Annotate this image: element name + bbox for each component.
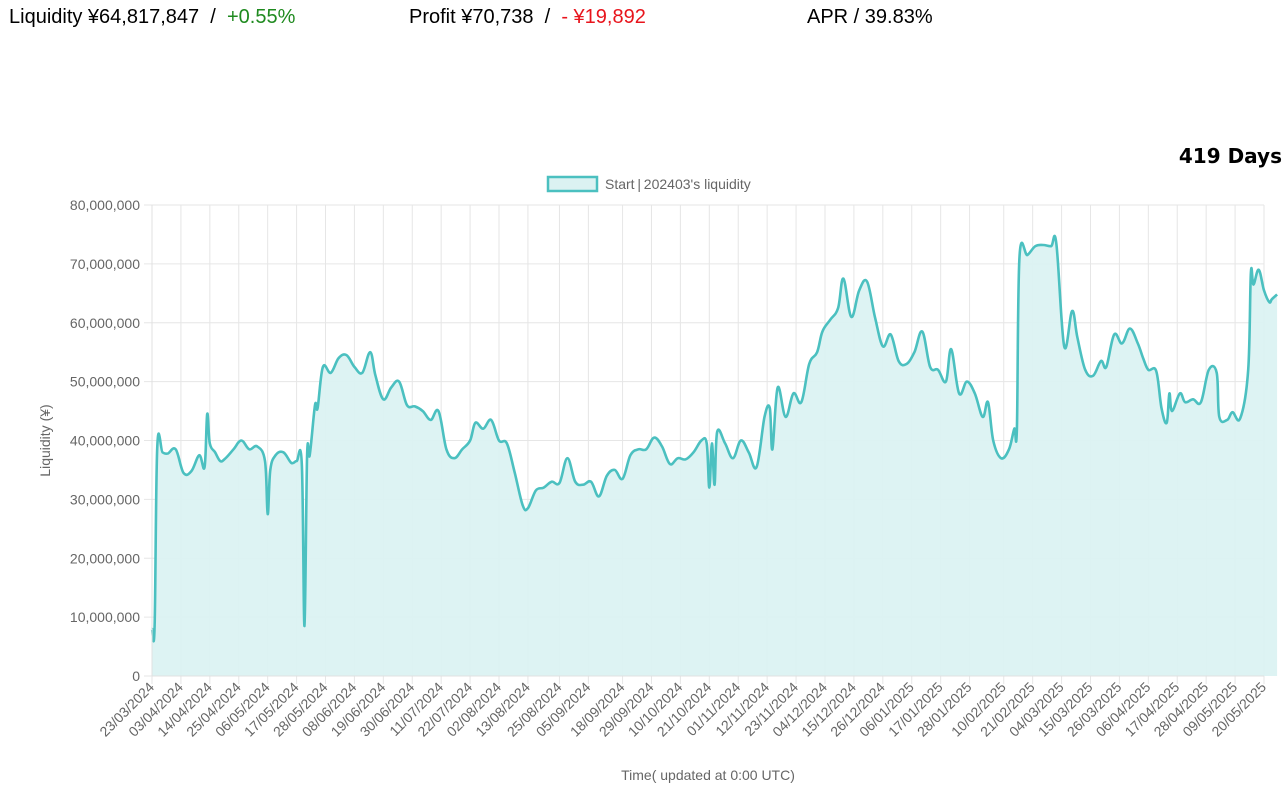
profit-separator: / xyxy=(544,6,551,28)
stats-bar: Liquidity ¥64,817,847 / +0.55% Profit ¥7… xyxy=(0,6,1288,36)
y-tick-label: 70,000,000 xyxy=(70,256,140,272)
y-tick-label: 60,000,000 xyxy=(70,315,140,331)
profit-value: Profit ¥70,738 xyxy=(409,6,534,28)
days-counter: 419 Days xyxy=(1178,144,1282,168)
y-tick-label: 80,000,000 xyxy=(70,197,140,213)
y-tick-label: 40,000,000 xyxy=(70,433,140,449)
y-tick-label: 20,000,000 xyxy=(70,550,140,566)
liquidity-separator: / xyxy=(210,6,216,28)
liquidity-chart: 0 10,000,000 20,000,000 30,000,000 40,000,00… xyxy=(37,175,1278,783)
y-tick-label: 50,000,000 xyxy=(70,374,140,390)
series-area xyxy=(152,235,1278,676)
liquidity-value: Liquidity ¥64,817,847 xyxy=(9,6,200,28)
apr-value: APR / 39.83% xyxy=(807,6,933,28)
y-axis-title: Liquidity (¥) xyxy=(37,404,53,476)
x-axis-title: Time( updated at 0:00 UTC) xyxy=(621,767,795,783)
legend-swatch xyxy=(546,175,599,193)
legend-label: Start | 202403's liquidity xyxy=(605,176,751,192)
y-tick-label: 0 xyxy=(132,668,140,684)
profit-change: - ¥19,892 xyxy=(561,6,646,28)
profit-stat: Profit ¥70,738 / - ¥19,892 xyxy=(409,6,646,29)
series-line xyxy=(150,234,1278,643)
y-tick-label: 10,000,000 xyxy=(70,609,140,625)
liquidity-stat: Liquidity ¥64,817,847 / +0.55% xyxy=(9,6,295,29)
liquidity-change: +0.55% xyxy=(226,6,296,28)
apr-stat: APR / 39.83% xyxy=(807,6,933,29)
y-tick-label: 30,000,000 xyxy=(70,491,140,507)
